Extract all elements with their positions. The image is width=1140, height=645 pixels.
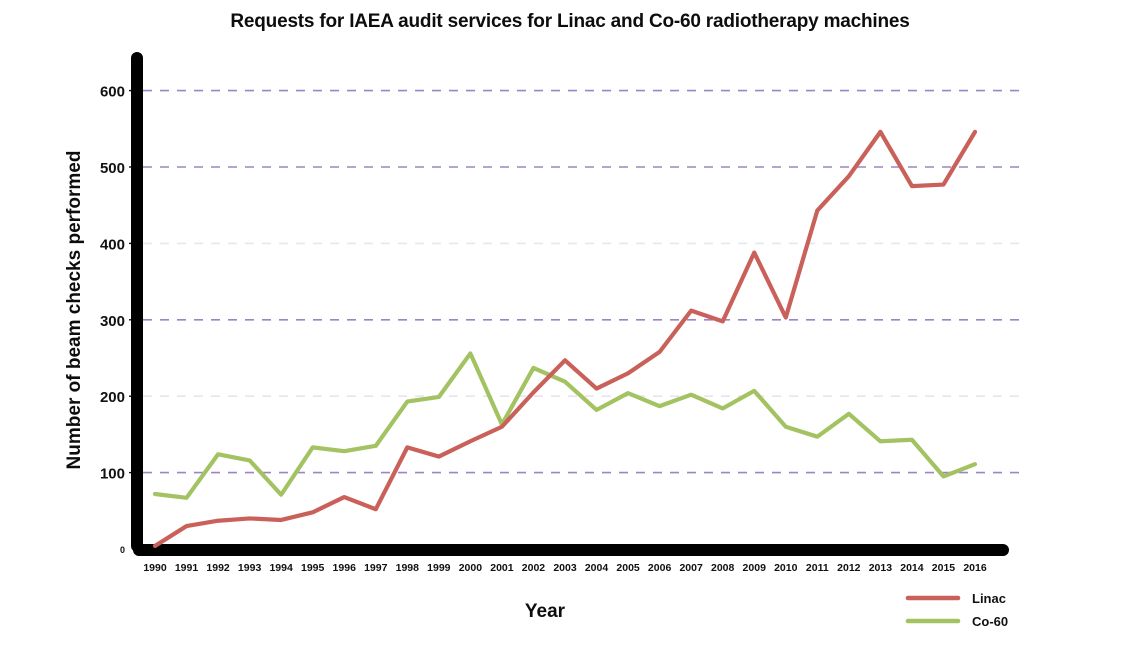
x-tick-label-2014: 2014 — [900, 562, 924, 574]
chart-legend: Linac Co-60 — [905, 591, 1008, 629]
x-tick-label-1992: 1992 — [206, 562, 230, 574]
series-line-linac — [152, 129, 978, 549]
x-tick-label-1993: 1993 — [238, 562, 262, 574]
x-tick-label-2009: 2009 — [743, 562, 767, 574]
x-tick-label-2005: 2005 — [616, 562, 640, 574]
x-tick-label-2012: 2012 — [837, 562, 861, 574]
x-tick-label-1991: 1991 — [175, 562, 199, 574]
y-tick-label: 100 — [100, 466, 125, 483]
x-tick-label-2002: 2002 — [522, 562, 546, 574]
data-series — [152, 129, 978, 549]
y-tick-label: 300 — [100, 313, 125, 330]
x-axis-title: Year — [525, 601, 566, 622]
y-tick-label: 0 — [120, 545, 125, 555]
series-line-co-60 — [152, 351, 978, 500]
x-tick-label-1997: 1997 — [364, 562, 388, 574]
x-tick-label-1995: 1995 — [301, 562, 325, 574]
x-tick-label-2016: 2016 — [963, 562, 987, 574]
y-axis-title: Number of beam checks performed — [64, 151, 85, 470]
x-axis-bar — [133, 544, 1009, 556]
x-tick-label-2004: 2004 — [585, 562, 609, 574]
x-tick-label-1998: 1998 — [396, 562, 420, 574]
y-tick-label: 200 — [100, 389, 125, 406]
x-axis-ticks: 1990 1991 1992 1993 1994 1995 1996 1997 1998 1999… — [143, 562, 987, 574]
y-axis-bar — [131, 52, 143, 552]
y-tick-label: 500 — [100, 160, 125, 177]
x-tick-label-2001: 2001 — [490, 562, 514, 574]
x-tick-label-2006: 2006 — [648, 562, 672, 574]
gridlines — [143, 89, 1022, 474]
x-tick-label-2010: 2010 — [774, 562, 798, 574]
x-tick-label-2007: 2007 — [679, 562, 703, 574]
x-tick-label-1990: 1990 — [143, 562, 167, 574]
x-tick-label-2000: 2000 — [459, 562, 483, 574]
y-tick-label: 400 — [100, 236, 125, 253]
x-tick-label-2011: 2011 — [806, 562, 829, 574]
legend-label-linac[interactable]: Linac — [972, 591, 1006, 606]
x-tick-label-1994: 1994 — [269, 562, 293, 574]
y-tick-label: 600 — [100, 84, 125, 101]
x-tick-label-1996: 1996 — [333, 562, 357, 574]
x-tick-label-2013: 2013 — [869, 562, 893, 574]
legend-label-co-60[interactable]: Co-60 — [972, 614, 1008, 629]
chart-title: Requests for IAEA audit services for Lin… — [230, 11, 909, 32]
x-tick-label-2015: 2015 — [932, 562, 956, 574]
x-tick-label-2008: 2008 — [711, 562, 735, 574]
x-tick-label-1999: 1999 — [427, 562, 451, 574]
x-tick-label-2003: 2003 — [553, 562, 577, 574]
